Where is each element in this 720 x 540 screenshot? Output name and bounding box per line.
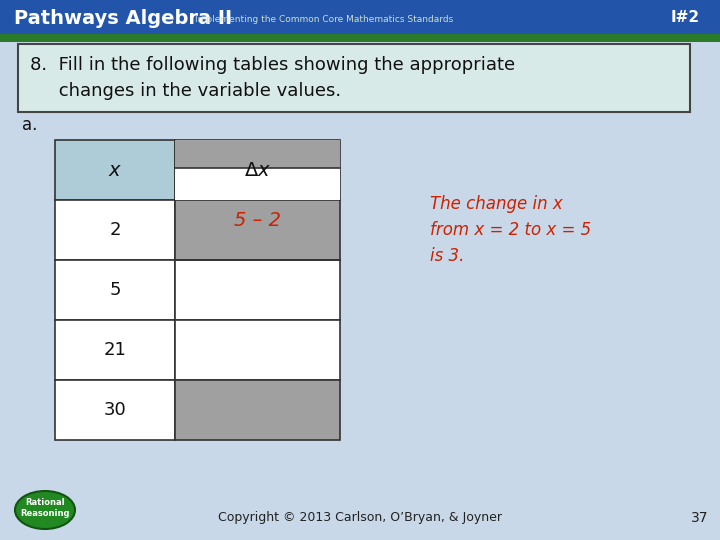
Bar — [55, 260, 175, 320]
Bar — [175, 200, 340, 260]
Bar — [55, 200, 175, 260]
Text: Rational
Reasoning: Rational Reasoning — [20, 498, 70, 518]
Text: Implementing the Common Core Mathematics Standards: Implementing the Common Core Mathematics… — [195, 16, 454, 24]
Text: $x$: $x$ — [108, 160, 122, 179]
Bar — [175, 140, 340, 200]
FancyBboxPatch shape — [0, 34, 720, 42]
Text: a.: a. — [22, 116, 37, 134]
Text: 37: 37 — [691, 511, 708, 525]
FancyBboxPatch shape — [0, 0, 720, 35]
Text: Pathways Algebra II: Pathways Algebra II — [14, 9, 232, 28]
Bar — [175, 320, 340, 380]
Bar — [175, 260, 340, 320]
Bar — [55, 320, 175, 380]
Text: Copyright © 2013 Carlson, O’Bryan, & Joyner: Copyright © 2013 Carlson, O’Bryan, & Joy… — [218, 511, 502, 524]
Text: I#2: I#2 — [671, 10, 700, 25]
Bar — [175, 140, 340, 168]
Text: 21: 21 — [104, 341, 127, 359]
Ellipse shape — [15, 491, 75, 529]
Text: 5: 5 — [109, 281, 121, 299]
Bar — [55, 380, 175, 440]
Text: 30: 30 — [104, 401, 127, 419]
Bar — [175, 168, 340, 200]
Bar — [175, 380, 340, 440]
Bar — [55, 140, 175, 200]
Text: 5 – 2: 5 – 2 — [234, 211, 281, 229]
FancyBboxPatch shape — [18, 44, 690, 112]
Text: $\Delta x$: $\Delta x$ — [244, 160, 271, 179]
Text: The change in x
from x = 2 to x = 5
is 3.: The change in x from x = 2 to x = 5 is 3… — [430, 194, 591, 265]
Text: 2: 2 — [109, 221, 121, 239]
Text: 8.  Fill in the following tables showing the appropriate
     changes in the var: 8. Fill in the following tables showing … — [30, 57, 515, 99]
